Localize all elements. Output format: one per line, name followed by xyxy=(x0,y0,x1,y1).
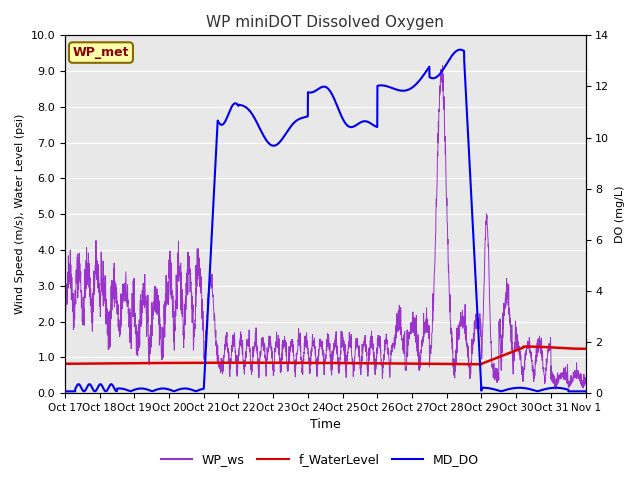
Y-axis label: DO (mg/L): DO (mg/L) xyxy=(615,185,625,243)
Text: WP_met: WP_met xyxy=(73,46,129,59)
Title: WP miniDOT Dissolved Oxygen: WP miniDOT Dissolved Oxygen xyxy=(206,15,444,30)
Y-axis label: Wind Speed (m/s), Water Level (psi): Wind Speed (m/s), Water Level (psi) xyxy=(15,114,25,314)
Legend: WP_ws, f_WaterLevel, MD_DO: WP_ws, f_WaterLevel, MD_DO xyxy=(156,448,484,471)
X-axis label: Time: Time xyxy=(310,419,340,432)
